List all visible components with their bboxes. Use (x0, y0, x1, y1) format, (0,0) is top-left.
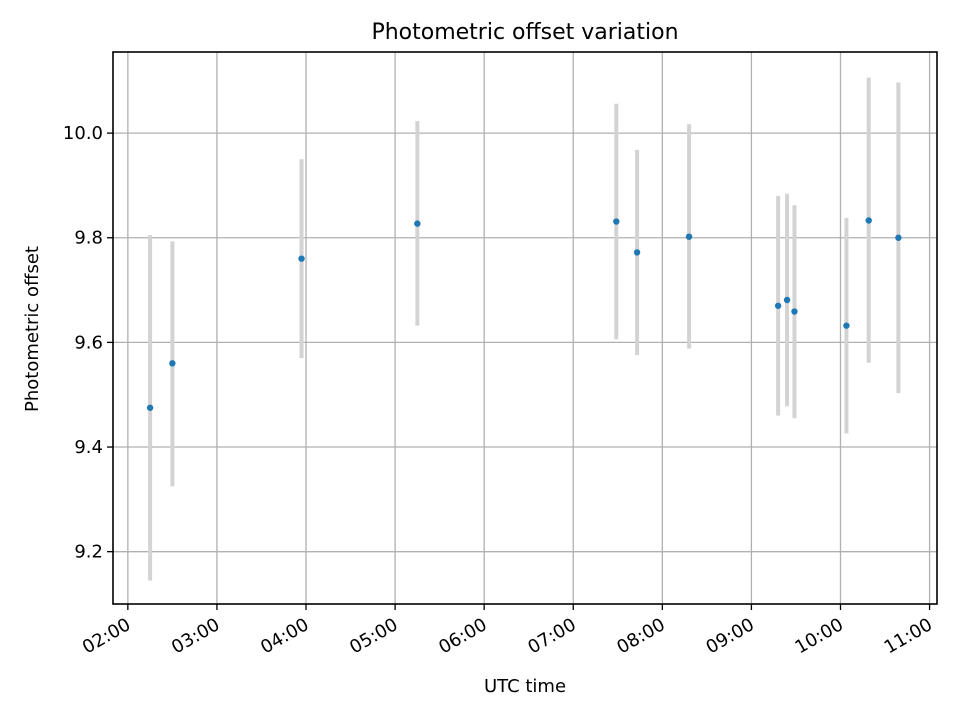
data-point (895, 234, 902, 241)
data-point (613, 218, 620, 225)
axis-ticks: 02:00 03:00 04:00 05:00 06:00 07:00 08:00 09:00… (63, 123, 936, 658)
y-tick-label: 9.2 (74, 542, 103, 563)
y-tick-label: 9.4 (74, 437, 103, 458)
data-point (169, 360, 176, 367)
data-point (774, 302, 782, 309)
x-tick-label: 11:00 (881, 614, 936, 658)
y-axis-label: Photometric offset (22, 246, 43, 412)
plot-frame (112, 51, 938, 605)
data-point (791, 308, 798, 315)
data-point (865, 217, 872, 224)
data-point (146, 404, 154, 411)
x-tick-label: 04:00 (257, 614, 312, 658)
chart-title: Photometric offset variation (371, 20, 678, 45)
x-tick-label: 07:00 (524, 614, 579, 658)
x-tick-label: 05:00 (346, 614, 401, 658)
data-point (685, 233, 693, 240)
y-tick-label: 10.0 (63, 123, 103, 144)
x-tick-label: 09:00 (702, 614, 757, 658)
data-markers (146, 217, 902, 411)
x-axis-label: UTC time (484, 676, 566, 697)
x-tick-label: 03:00 (168, 614, 223, 658)
x-tick-label: 10:00 (792, 614, 847, 658)
data-point (843, 322, 850, 329)
x-tick-label: 02:00 (79, 614, 134, 658)
y-tick-label: 9.6 (74, 332, 103, 353)
errorbars (148, 77, 901, 581)
grid (113, 52, 937, 604)
x-tick-label: 06:00 (435, 614, 490, 658)
x-tick-label: 08:00 (613, 614, 668, 658)
data-point (783, 296, 791, 304)
data-point (633, 249, 641, 256)
data-point (414, 220, 421, 227)
y-tick-label: 9.8 (74, 228, 103, 249)
data-point (298, 255, 305, 262)
